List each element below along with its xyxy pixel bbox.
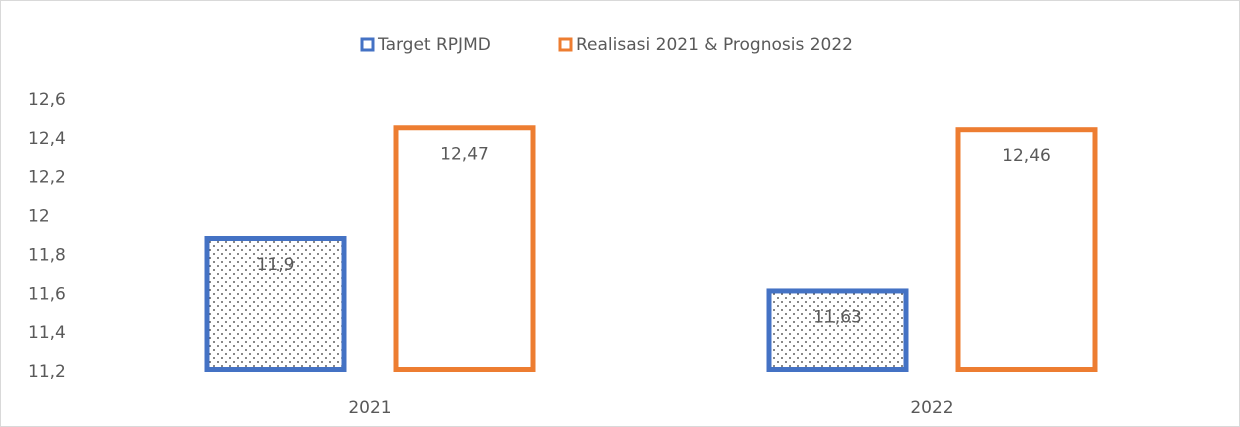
y-tick-label: 11,6 — [28, 284, 66, 304]
legend-swatch — [558, 37, 573, 52]
legend-swatch — [360, 37, 375, 52]
bar — [204, 236, 347, 372]
bar — [393, 125, 536, 372]
y-tick-label: 11,4 — [28, 323, 66, 343]
bar — [766, 288, 909, 373]
data-label: 11,63 — [813, 307, 862, 327]
y-tick-label: 12 — [28, 207, 50, 227]
y-tick-label: 11,8 — [28, 245, 66, 265]
data-label: 12,47 — [440, 144, 489, 164]
data-label: 11,9 — [257, 255, 295, 275]
legend-label: Target RPJMD — [377, 35, 491, 55]
y-tick-label: 12,2 — [28, 168, 66, 188]
y-tick-label: 12,6 — [28, 90, 66, 110]
legend-label: Realisasi 2021 & Prognosis 2022 — [576, 35, 853, 55]
y-tick-label: 11,2 — [28, 362, 66, 382]
x-tick-label: 2021 — [348, 398, 391, 418]
x-tick-label: 2022 — [910, 398, 953, 418]
data-label: 12,46 — [1002, 146, 1051, 166]
bar — [955, 127, 1098, 372]
y-tick-label: 12,4 — [28, 129, 66, 149]
